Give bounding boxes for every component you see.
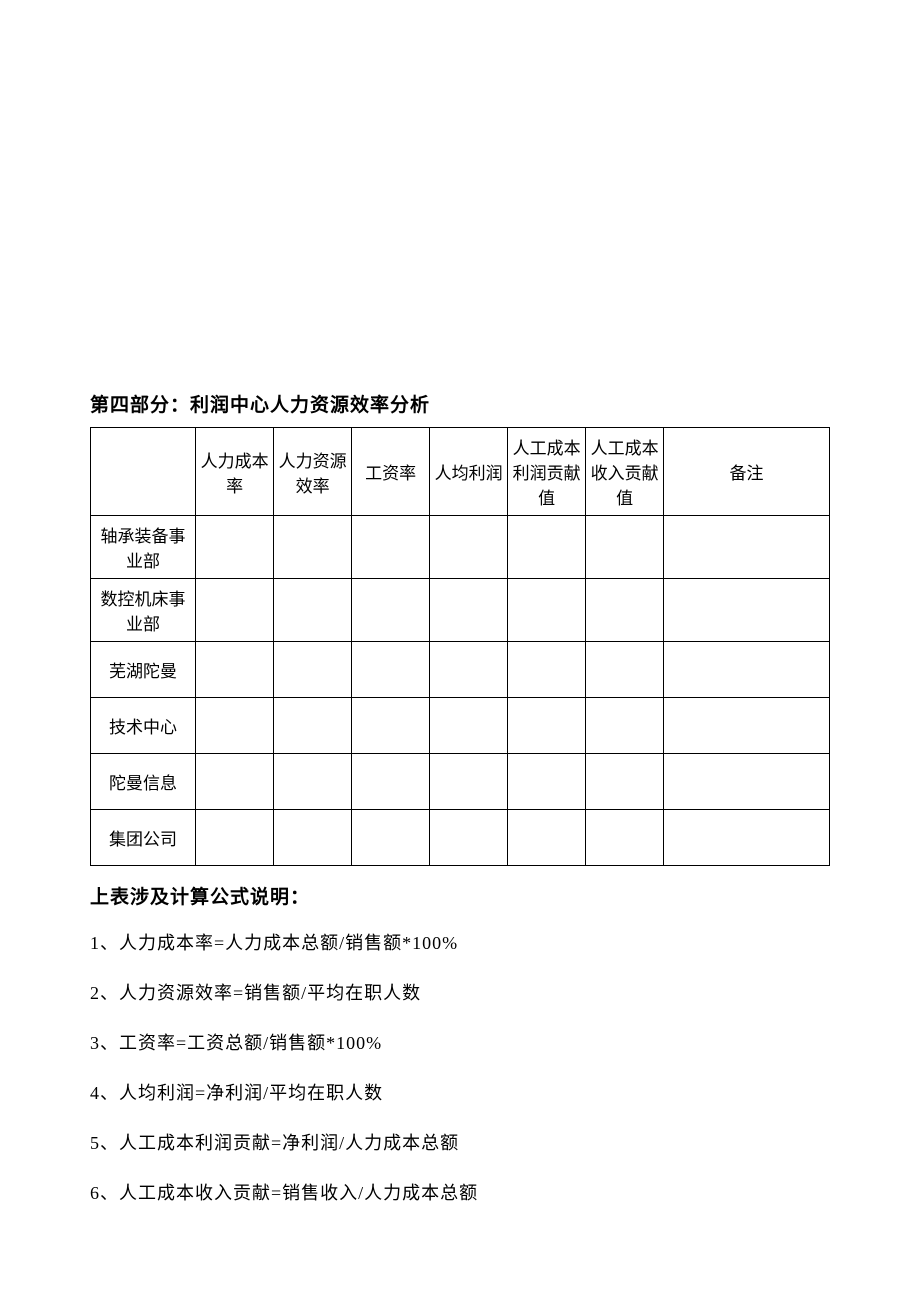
- table-cell: [274, 579, 352, 642]
- table-cell: [586, 754, 664, 810]
- table-cell: [586, 698, 664, 754]
- table-cell: [352, 516, 430, 579]
- table-cell: [586, 579, 664, 642]
- table-cell: [352, 642, 430, 698]
- table-cell: [196, 754, 274, 810]
- table-header-cell: 人力成本率: [196, 428, 274, 516]
- table-cell: [586, 516, 664, 579]
- table-cell: [196, 810, 274, 866]
- table-cell: [274, 516, 352, 579]
- table-header-cell: 人力资源效率: [274, 428, 352, 516]
- table-body: 轴承装备事业部 数控机床事业部 芜湖陀曼: [91, 516, 830, 866]
- row-label: 芜湖陀曼: [91, 642, 196, 698]
- row-label: 陀曼信息: [91, 754, 196, 810]
- table-cell: [430, 754, 508, 810]
- table-cell: [196, 579, 274, 642]
- table-cell: [586, 810, 664, 866]
- table-header-cell: 人工成本利润贡献值: [508, 428, 586, 516]
- formula-item: 4、人均利润=净利润/平均在职人数: [90, 1079, 830, 1105]
- table-row: 数控机床事业部: [91, 579, 830, 642]
- table-header-row: 人力成本率 人力资源效率 工资率 人均利润 人工成本利润贡献值 人工成本收入贡献…: [91, 428, 830, 516]
- table-cell: [274, 810, 352, 866]
- row-label: 技术中心: [91, 698, 196, 754]
- table-cell: [196, 516, 274, 579]
- table-header-cell: 工资率: [352, 428, 430, 516]
- formula-item: 1、人力成本率=人力成本总额/销售额*100%: [90, 929, 830, 955]
- table-cell: [508, 642, 586, 698]
- table-cell: [664, 579, 830, 642]
- formula-item: 3、工资率=工资总额/销售额*100%: [90, 1029, 830, 1055]
- table-cell: [508, 579, 586, 642]
- row-label: 轴承装备事业部: [91, 516, 196, 579]
- table-cell: [508, 810, 586, 866]
- table-row: 轴承装备事业部: [91, 516, 830, 579]
- table-cell: [352, 579, 430, 642]
- table-cell: [664, 754, 830, 810]
- table-cell: [664, 516, 830, 579]
- formula-item: 5、人工成本利润贡献=净利润/人力成本总额: [90, 1129, 830, 1155]
- table-cell: [352, 754, 430, 810]
- table-row: 技术中心: [91, 698, 830, 754]
- table-header-cell: 人均利润: [430, 428, 508, 516]
- table-cell: [274, 642, 352, 698]
- table-cell: [430, 516, 508, 579]
- table-cell: [196, 642, 274, 698]
- formulas-title: 上表涉及计算公式说明：: [90, 882, 830, 909]
- table-cell: [508, 698, 586, 754]
- table-cell: [664, 642, 830, 698]
- table-header-cell: [91, 428, 196, 516]
- table-row: 芜湖陀曼: [91, 642, 830, 698]
- table-cell: [586, 642, 664, 698]
- table-cell: [508, 516, 586, 579]
- table-cell: [430, 698, 508, 754]
- table-cell: [352, 698, 430, 754]
- table-cell: [430, 810, 508, 866]
- table-cell: [664, 810, 830, 866]
- table-header-cell: 备注: [664, 428, 830, 516]
- table-cell: [274, 754, 352, 810]
- section-title: 第四部分：利润中心人力资源效率分析: [90, 390, 830, 417]
- table-cell: [430, 642, 508, 698]
- table-cell: [664, 698, 830, 754]
- table-row: 陀曼信息: [91, 754, 830, 810]
- table-header-cell: 人工成本收入贡献值: [586, 428, 664, 516]
- efficiency-table: 人力成本率 人力资源效率 工资率 人均利润 人工成本利润贡献值 人工成本收入贡献…: [90, 427, 830, 866]
- row-label: 集团公司: [91, 810, 196, 866]
- formula-item: 6、人工成本收入贡献=销售收入/人力成本总额: [90, 1179, 830, 1205]
- table-cell: [352, 810, 430, 866]
- table-cell: [274, 698, 352, 754]
- formula-item: 2、人力资源效率=销售额/平均在职人数: [90, 979, 830, 1005]
- table-cell: [430, 579, 508, 642]
- table-cell: [196, 698, 274, 754]
- table-cell: [508, 754, 586, 810]
- table-row: 集团公司: [91, 810, 830, 866]
- row-label: 数控机床事业部: [91, 579, 196, 642]
